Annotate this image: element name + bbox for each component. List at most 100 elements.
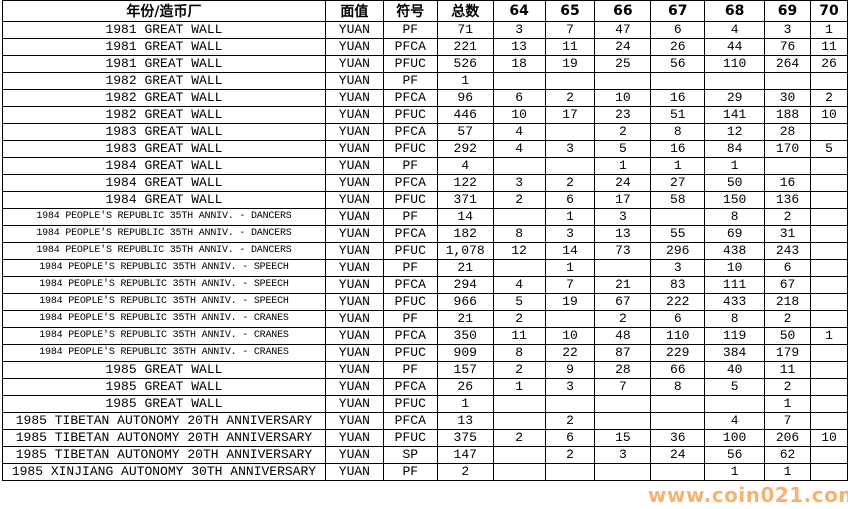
cell-y64[interactable]: 18 [492, 55, 546, 73]
cell-denomination[interactable]: YUAN [324, 208, 384, 226]
cell-denomination[interactable]: YUAN [324, 225, 384, 243]
cell-total[interactable]: 26 [436, 378, 494, 396]
cell-y67[interactable] [650, 463, 706, 481]
cell-y70[interactable]: 1 [809, 327, 848, 345]
cell-y70[interactable]: 10 [809, 429, 848, 447]
cell-y69[interactable]: 243 [764, 242, 811, 260]
cell-year-mint[interactable]: 1981 GREAT WALL [2, 21, 326, 39]
cell-total[interactable]: 294 [436, 276, 494, 294]
cell-y64[interactable] [492, 157, 546, 175]
header-year-mint[interactable]: 年份/造币厂 [2, 0, 326, 22]
cell-denomination[interactable]: YUAN [324, 463, 384, 481]
cell-y69[interactable]: 62 [764, 446, 811, 464]
cell-y65[interactable] [544, 123, 596, 141]
cell-y70[interactable] [809, 378, 848, 396]
cell-year-mint[interactable]: 1984 GREAT WALL [2, 174, 326, 192]
cell-symbol[interactable]: PFUC [382, 191, 438, 209]
cell-y65[interactable]: 3 [544, 140, 596, 158]
cell-y64[interactable]: 8 [492, 344, 546, 362]
cell-denomination[interactable]: YUAN [324, 361, 384, 379]
cell-y69[interactable]: 206 [764, 429, 811, 447]
cell-y66[interactable]: 67 [594, 293, 652, 311]
cell-y70[interactable] [809, 225, 848, 243]
cell-denomination[interactable]: YUAN [324, 310, 384, 328]
cell-y65[interactable]: 1 [544, 259, 596, 277]
header-total[interactable]: 总数 [436, 0, 494, 22]
cell-y68[interactable]: 141 [704, 106, 766, 124]
cell-symbol[interactable]: PFUC [382, 395, 438, 413]
cell-symbol[interactable]: PFCA [382, 378, 438, 396]
cell-y69[interactable]: 7 [764, 412, 811, 430]
cell-y64[interactable]: 4 [492, 276, 546, 294]
cell-total[interactable]: 375 [436, 429, 494, 447]
cell-y66[interactable]: 28 [594, 361, 652, 379]
cell-y67[interactable]: 56 [650, 55, 706, 73]
cell-total[interactable]: 96 [436, 89, 494, 107]
header-y69[interactable]: 69 [764, 0, 811, 22]
cell-year-mint[interactable]: 1984 PEOPLE'S REPUBLIC 35TH ANNIV. - SPE… [2, 293, 326, 311]
cell-denomination[interactable]: YUAN [324, 89, 384, 107]
header-y70[interactable]: 70 [809, 0, 848, 22]
cell-y66[interactable]: 23 [594, 106, 652, 124]
cell-denomination[interactable]: YUAN [324, 412, 384, 430]
cell-total[interactable]: 157 [436, 361, 494, 379]
cell-y68[interactable]: 119 [704, 327, 766, 345]
cell-total[interactable]: 21 [436, 310, 494, 328]
cell-symbol[interactable]: PFUC [382, 55, 438, 73]
cell-y70[interactable] [809, 174, 848, 192]
cell-y69[interactable]: 2 [764, 310, 811, 328]
cell-y67[interactable]: 296 [650, 242, 706, 260]
cell-y69[interactable]: 188 [764, 106, 811, 124]
cell-y64[interactable] [492, 72, 546, 90]
cell-y69[interactable]: 2 [764, 378, 811, 396]
cell-year-mint[interactable]: 1985 GREAT WALL [2, 378, 326, 396]
cell-symbol[interactable]: PFCA [382, 276, 438, 294]
cell-symbol[interactable]: PFCA [382, 38, 438, 56]
cell-total[interactable]: 122 [436, 174, 494, 192]
header-denomination[interactable]: 面值 [324, 0, 384, 22]
cell-total[interactable]: 14 [436, 208, 494, 226]
cell-total[interactable]: 71 [436, 21, 494, 39]
cell-y64[interactable]: 4 [492, 140, 546, 158]
cell-y70[interactable] [809, 72, 848, 90]
cell-y67[interactable]: 8 [650, 378, 706, 396]
cell-y64[interactable]: 12 [492, 242, 546, 260]
cell-y70[interactable] [809, 446, 848, 464]
cell-y70[interactable] [809, 157, 848, 175]
cell-y68[interactable]: 433 [704, 293, 766, 311]
cell-y66[interactable]: 7 [594, 378, 652, 396]
cell-y64[interactable]: 11 [492, 327, 546, 345]
cell-symbol[interactable]: PFUC [382, 140, 438, 158]
cell-y66[interactable] [594, 463, 652, 481]
cell-y68[interactable]: 4 [704, 21, 766, 39]
cell-total[interactable]: 57 [436, 123, 494, 141]
cell-y66[interactable] [594, 412, 652, 430]
cell-symbol[interactable]: PF [382, 72, 438, 90]
cell-denomination[interactable]: YUAN [324, 446, 384, 464]
cell-y66[interactable]: 3 [594, 446, 652, 464]
cell-symbol[interactable]: PF [382, 21, 438, 39]
header-y65[interactable]: 65 [544, 0, 596, 22]
cell-y66[interactable]: 5 [594, 140, 652, 158]
cell-y64[interactable]: 3 [492, 21, 546, 39]
cell-y70[interactable] [809, 344, 848, 362]
cell-y68[interactable]: 44 [704, 38, 766, 56]
cell-total[interactable]: 4 [436, 157, 494, 175]
cell-symbol[interactable]: PFCA [382, 89, 438, 107]
cell-y66[interactable]: 3 [594, 208, 652, 226]
cell-y67[interactable]: 27 [650, 174, 706, 192]
cell-denomination[interactable]: YUAN [324, 344, 384, 362]
cell-y68[interactable]: 111 [704, 276, 766, 294]
cell-total[interactable]: 147 [436, 446, 494, 464]
cell-y67[interactable]: 8 [650, 123, 706, 141]
cell-denomination[interactable]: YUAN [324, 72, 384, 90]
cell-y68[interactable]: 69 [704, 225, 766, 243]
cell-y65[interactable] [544, 310, 596, 328]
cell-year-mint[interactable]: 1984 PEOPLE'S REPUBLIC 35TH ANNIV. - CRA… [2, 327, 326, 345]
cell-y66[interactable]: 48 [594, 327, 652, 345]
cell-y65[interactable] [544, 463, 596, 481]
cell-total[interactable]: 13 [436, 412, 494, 430]
cell-y68[interactable]: 84 [704, 140, 766, 158]
cell-y70[interactable]: 1 [809, 21, 848, 39]
cell-y67[interactable] [650, 72, 706, 90]
